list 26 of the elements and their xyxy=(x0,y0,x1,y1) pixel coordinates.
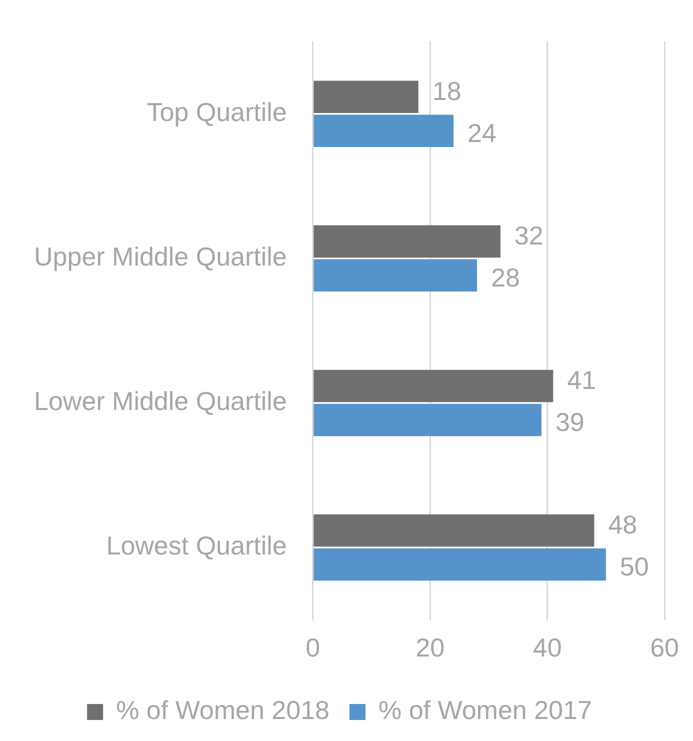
bar xyxy=(314,548,606,581)
data-label: 24 xyxy=(468,118,496,148)
bar xyxy=(314,259,477,292)
bar xyxy=(314,404,542,436)
x-tick-label: 40 xyxy=(532,632,562,663)
data-label: 28 xyxy=(490,262,520,293)
x-tick-label: 60 xyxy=(650,632,679,663)
bar xyxy=(314,514,594,547)
y-tick-label: Top Quartile xyxy=(146,97,287,128)
data-label: 50 xyxy=(620,552,649,582)
x-tick-label: 0 xyxy=(306,632,320,663)
bar xyxy=(314,370,554,402)
legend-label: % of Women 2018 xyxy=(116,695,330,726)
data-label: 41 xyxy=(567,365,596,396)
data-label: 39 xyxy=(555,407,584,438)
data-label: 18 xyxy=(432,76,462,106)
data-label: 48 xyxy=(608,510,638,540)
bar xyxy=(314,225,500,258)
y-tick-label: Lowest Quartile xyxy=(106,530,287,561)
data-label: 32 xyxy=(514,220,544,251)
y-tick-label: Lower Middle Quartile xyxy=(34,386,287,416)
bar xyxy=(314,114,454,147)
x-tick-label: 20 xyxy=(416,632,445,663)
legend-label: % of Women 2017 xyxy=(378,695,592,726)
y-tick-label: Upper Middle Quartile xyxy=(34,242,287,272)
bar xyxy=(314,80,418,114)
